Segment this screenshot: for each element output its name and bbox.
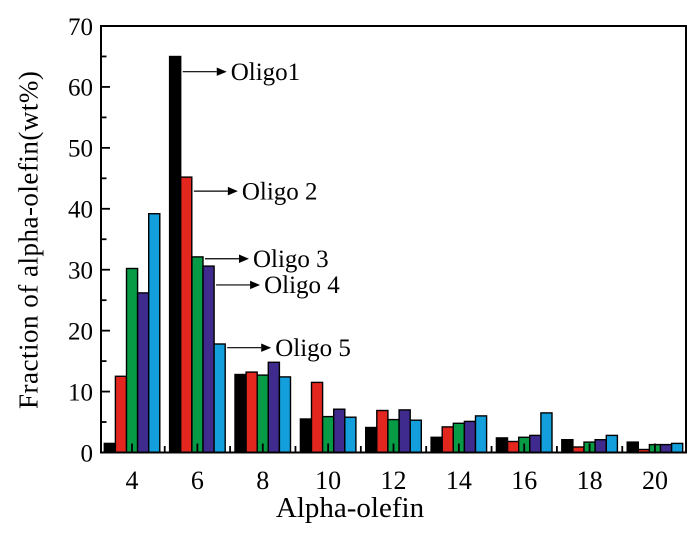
y-tick-label: 60 xyxy=(68,75,93,102)
bar xyxy=(626,441,640,454)
plot-frame xyxy=(100,25,687,454)
bar xyxy=(495,437,509,454)
bar xyxy=(670,442,684,454)
bar xyxy=(191,256,204,454)
y-tick-label: 50 xyxy=(68,136,93,163)
bar xyxy=(659,443,673,454)
y-tick-label: 0 xyxy=(81,440,94,467)
bar xyxy=(365,426,378,454)
bar xyxy=(147,212,161,454)
bar xyxy=(267,361,281,454)
bar xyxy=(605,434,619,454)
bar xyxy=(398,409,411,454)
bar xyxy=(114,375,128,454)
bar xyxy=(529,434,542,454)
y-tick-label: 10 xyxy=(68,379,93,406)
bar xyxy=(278,376,292,454)
bar xyxy=(344,416,357,454)
y-tick-label: 30 xyxy=(68,257,93,284)
annotation-label: Oligo1 xyxy=(231,59,300,86)
bar xyxy=(376,409,389,454)
y-tick-label: 20 xyxy=(68,318,93,345)
x-tick-label: 4 xyxy=(126,466,139,495)
y-axis-title: Fraction of alpha-olefin(wt%) xyxy=(13,70,44,409)
bar xyxy=(540,412,553,454)
bar xyxy=(136,292,150,454)
bar xyxy=(213,343,226,454)
bar xyxy=(103,442,117,454)
bar xyxy=(506,440,520,454)
bar xyxy=(430,436,443,454)
annotation-label: Oligo 3 xyxy=(253,246,329,273)
x-tick-label: 18 xyxy=(577,466,603,495)
annotation-arrowhead-icon xyxy=(216,67,227,76)
x-tick-label: 12 xyxy=(381,466,407,495)
bar xyxy=(561,439,574,454)
x-tick-label: 10 xyxy=(315,466,341,495)
x-tick-label: 14 xyxy=(446,466,472,495)
x-tick-label: 16 xyxy=(511,466,537,495)
annotation-arrowhead-icon xyxy=(250,280,261,290)
annotation-label: Oligo 5 xyxy=(275,335,351,362)
annotation-arrowhead-icon xyxy=(261,343,272,352)
bar xyxy=(234,373,247,454)
bar xyxy=(463,420,477,454)
bar xyxy=(310,381,324,454)
bar xyxy=(202,265,215,454)
bar xyxy=(256,374,270,454)
annotation-arrowhead-icon xyxy=(227,186,238,196)
annotation-label: Oligo 4 xyxy=(264,272,340,299)
x-tick-label: 8 xyxy=(256,466,269,495)
x-axis-title: Alpha-olefin xyxy=(275,492,425,524)
annotation-arrowhead-icon xyxy=(238,254,249,263)
bar xyxy=(245,371,258,454)
bar xyxy=(474,415,488,454)
bar xyxy=(179,176,193,454)
bar xyxy=(125,267,139,454)
bar xyxy=(409,419,423,454)
x-tick-label: 6 xyxy=(191,466,204,495)
x-tick-label: 20 xyxy=(642,466,668,495)
y-tick-label: 40 xyxy=(68,197,93,224)
bar xyxy=(441,426,455,454)
y-tick-label: 70 xyxy=(68,14,93,41)
annotation-label: Oligo 2 xyxy=(242,178,318,205)
bar xyxy=(594,439,607,454)
bar xyxy=(333,408,346,454)
bar xyxy=(168,55,182,454)
bar xyxy=(299,418,313,454)
